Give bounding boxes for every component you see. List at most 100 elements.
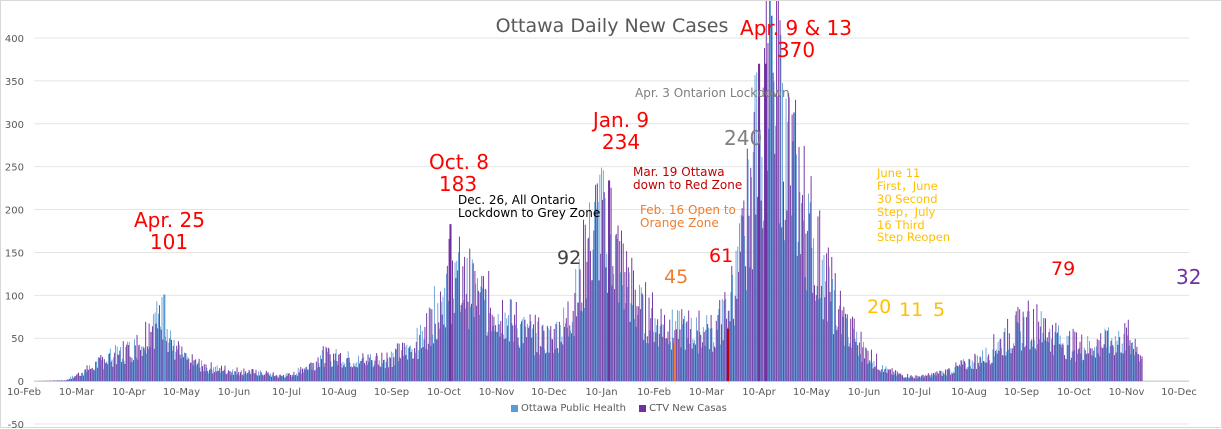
bar-ottawa-public-health — [1010, 348, 1011, 381]
bar-ottawa-public-health — [332, 366, 333, 381]
bar-ottawa-public-health — [279, 375, 280, 381]
bar-ottawa-public-health — [839, 306, 840, 381]
annotation-apr25: Apr. 25 101 — [134, 209, 204, 254]
bar-ctv-new-casas — [174, 360, 175, 381]
bar-ottawa-public-health — [262, 374, 263, 381]
bar-ctv-new-casas — [686, 321, 687, 381]
bar-ottawa-public-health — [312, 370, 313, 381]
bar-ottawa-public-health — [363, 357, 364, 381]
bar-ottawa-public-health — [558, 353, 559, 381]
bar-ottawa-public-health — [203, 371, 204, 381]
bar-ctv-new-casas — [93, 369, 94, 381]
bar-ottawa-public-health — [722, 299, 723, 381]
bar-ottawa-public-health — [846, 318, 847, 381]
bar-ottawa-public-health — [134, 339, 135, 381]
bar-ctv-new-casas — [518, 338, 519, 382]
bar-ctv-new-casas — [452, 260, 453, 381]
bar-ottawa-public-health — [808, 194, 809, 382]
bar-ottawa-public-health — [705, 346, 706, 381]
bar-ctv-new-casas — [886, 373, 887, 381]
x-tick-label: 10-Nov — [479, 387, 515, 398]
bar-ctv-new-casas — [180, 355, 181, 381]
bar-ottawa-public-health — [874, 361, 875, 381]
bar-ottawa-public-health — [181, 358, 182, 381]
bar-ctv-new-casas — [269, 376, 270, 381]
bar-ctv-new-casas — [1093, 351, 1094, 381]
bar-ottawa-public-health — [618, 303, 619, 381]
bar-ottawa-public-health — [170, 330, 171, 381]
bar-ottawa-public-health — [644, 333, 645, 381]
bar-ctv-new-casas — [695, 345, 696, 382]
bar-ottawa-public-health — [522, 319, 523, 381]
bar-ottawa-public-health — [1006, 352, 1007, 382]
bar-ctv-new-casas — [831, 257, 832, 381]
bar-ottawa-public-health — [1008, 350, 1009, 381]
bar-ottawa-public-health — [1072, 351, 1073, 381]
bar-ctv-new-casas — [495, 325, 496, 381]
bar-ottawa-public-health — [811, 248, 812, 381]
bar-ctv-new-casas — [1043, 318, 1044, 381]
bar-ottawa-public-health — [337, 365, 338, 381]
bar-ctv-new-casas — [702, 342, 703, 381]
bar-ottawa-public-health — [586, 299, 587, 382]
bar-ctv-new-casas — [1062, 343, 1063, 381]
bar-ctv-new-casas — [112, 367, 113, 381]
bar-ctv-new-casas — [1024, 347, 1025, 381]
bar-ottawa-public-health — [915, 375, 916, 381]
annotation-n32: 32 — [1176, 266, 1201, 288]
bar-ctv-new-casas — [981, 363, 982, 381]
bar-ctv-new-casas — [955, 362, 956, 381]
bar-ottawa-public-health — [848, 337, 849, 381]
bar-ctv-new-casas — [904, 378, 905, 382]
bar-ottawa-public-health — [822, 260, 823, 381]
bar-ottawa-public-health — [193, 365, 194, 381]
bar-ctv-new-casas — [1076, 332, 1077, 381]
bar-ctv-new-casas — [80, 376, 81, 381]
bar-ctv-new-casas — [811, 176, 812, 381]
bar-ctv-new-casas — [59, 380, 60, 381]
bar-ctv-new-casas — [749, 216, 750, 381]
bar-ottawa-public-health — [1058, 325, 1059, 381]
bar-ottawa-public-health — [1091, 355, 1092, 381]
bar-ctv-new-casas — [733, 319, 734, 381]
bar-ottawa-public-health — [94, 371, 95, 381]
bar-ottawa-public-health — [1129, 346, 1130, 381]
bar-ctv-new-casas — [1083, 360, 1084, 381]
annotation-dec26: Dec. 26, All Ontario Lockdown to Grey Zo… — [458, 194, 600, 221]
bar-ctv-new-casas — [526, 337, 527, 381]
bar-ottawa-public-health — [351, 366, 352, 381]
bar-ctv-new-casas — [659, 334, 660, 381]
bar-ctv-new-casas — [500, 321, 501, 381]
bar-ctv-new-casas — [400, 358, 401, 381]
bar-ottawa-public-health — [1084, 348, 1085, 382]
bar-ctv-new-casas — [1071, 358, 1072, 381]
bar-ottawa-public-health — [1103, 348, 1104, 382]
bar-ctv-new-casas — [950, 375, 951, 381]
bar-ottawa-public-health — [231, 375, 232, 381]
bar-ottawa-public-health — [336, 349, 337, 381]
bar-ctv-new-casas — [328, 348, 329, 381]
bar-ctv-new-casas — [723, 340, 724, 381]
bar-ctv-new-casas — [1102, 348, 1103, 381]
annotation-n240: 240 — [724, 127, 762, 149]
bar-ottawa-public-health — [427, 350, 428, 381]
bar-ctv-new-casas — [88, 370, 89, 381]
bar-ctv-new-casas — [390, 358, 391, 381]
bar-ottawa-public-health — [655, 318, 656, 381]
bar-ctv-new-casas — [519, 348, 520, 381]
bar-ottawa-public-health — [1127, 335, 1128, 381]
bar-ottawa-public-health — [87, 370, 88, 381]
bar-ottawa-public-health — [1118, 331, 1119, 381]
bar-ctv-new-casas — [200, 372, 201, 382]
bar-ottawa-public-health — [353, 363, 354, 381]
bar-ottawa-public-health — [248, 372, 249, 381]
bar-ctv-new-casas — [1111, 341, 1112, 381]
bar-ottawa-public-health — [667, 339, 668, 381]
bar-ctv-new-casas — [428, 344, 429, 381]
annotation-june11: June 11 First，June 30 Second Step，July 1… — [877, 167, 950, 244]
bar-ctv-new-casas — [1033, 309, 1034, 381]
bar-ottawa-public-health — [825, 281, 826, 381]
bar-ctv-new-casas — [842, 310, 843, 381]
bar-ctv-new-casas — [885, 369, 886, 381]
bar-ctv-new-casas — [985, 363, 986, 381]
